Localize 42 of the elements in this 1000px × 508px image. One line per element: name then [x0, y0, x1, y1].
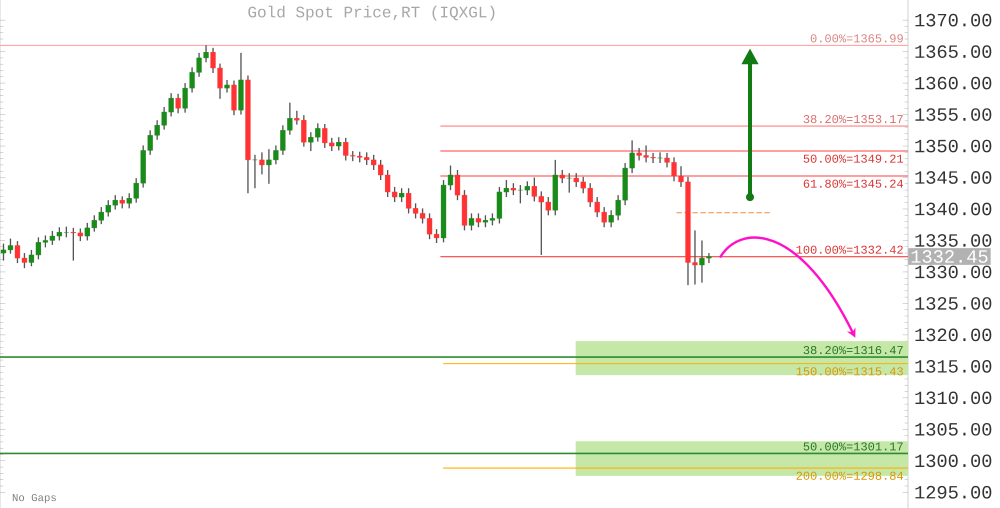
ref-line-label: 50.00%=1349.21	[804, 154, 904, 163]
candlestick	[560, 169, 565, 184]
candlestick	[175, 93, 181, 114]
candlestick	[468, 212, 474, 232]
y-tick-label: 1365.00	[915, 45, 992, 58]
candlestick	[224, 79, 230, 94]
candlestick	[336, 136, 342, 152]
y-tick-label: 1310.00	[915, 392, 992, 404]
candlestick	[252, 154, 258, 189]
candlestick	[64, 226, 69, 238]
y-tick-label: 1340.00	[915, 202, 992, 216]
candlestick	[259, 152, 265, 176]
y-tick-label: 1305.00	[915, 422, 992, 436]
y-tick-label: 1335.00	[915, 234, 992, 247]
y-tick-label: 1320.00	[915, 328, 992, 342]
candlestick	[120, 196, 125, 210]
y-tick-label: 1300.00	[915, 454, 992, 468]
y-tick-label: 1330.00	[915, 266, 992, 278]
ref-line-label: 100.00%=1332.42	[796, 246, 903, 254]
y-tick-label: 1295.00	[915, 486, 992, 499]
y-tick-label: 1325.00	[915, 297, 992, 310]
text: 1332.45	[912, 250, 988, 263]
candlestick	[566, 172, 572, 194]
ref-line-label: 200.00%=1298.84	[796, 472, 904, 480]
y-tick-label: 1350.00	[915, 140, 992, 152]
candlestick	[657, 152, 663, 164]
ref-line-label: 38.20%=1353.17	[804, 115, 903, 124]
ref-line-label: 61.80%=1345.24	[804, 180, 904, 188]
y-tick-label: 1355.00	[915, 108, 992, 121]
chart-title: Gold Spot Price,RT (IQXGL)	[248, 6, 494, 21]
ref-line-label: 150.00%=1315.43	[796, 367, 903, 376]
candlestick	[398, 188, 404, 203]
candlestick	[476, 212, 482, 228]
ref-line-label: 50.00%=1301.17	[804, 442, 903, 450]
y-tick-label: 1345.00	[915, 171, 992, 184]
y-tick-label: 1360.00	[915, 76, 992, 90]
y-tick-label: 1370.00	[915, 14, 992, 26]
annotation: No Gaps	[12, 494, 56, 504]
candlestick	[510, 182, 516, 196]
ref-line-label: 0.00%=1365.99	[810, 34, 903, 42]
y-tick-label: 1315.00	[915, 360, 992, 373]
ref-line-label: 38.20%=1316.47	[804, 346, 903, 354]
